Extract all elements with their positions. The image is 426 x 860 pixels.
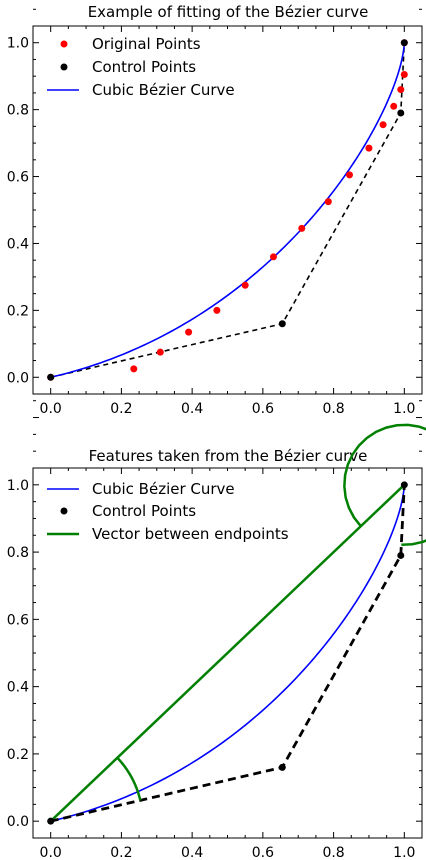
chart-fitting: Example of fitting of the Bézier curve 0… bbox=[7, 3, 423, 417]
bezier-curve bbox=[50, 484, 406, 822]
y-tick-label: 0.6 bbox=[7, 170, 29, 186]
control-point bbox=[278, 763, 286, 771]
control-polygon bbox=[50, 42, 406, 379]
original-point bbox=[185, 328, 193, 336]
x-tick-label: 0.6 bbox=[252, 401, 274, 417]
control-point bbox=[47, 373, 55, 381]
x-tick-label: 0.4 bbox=[181, 845, 203, 860]
original-point bbox=[346, 171, 354, 179]
y-tick-label: 0.8 bbox=[7, 103, 29, 119]
y-tick-label: 0.8 bbox=[7, 545, 29, 561]
control-polygon bbox=[50, 484, 406, 823]
chart-features: Features taken from the Bézier curve 0.0… bbox=[7, 400, 426, 860]
original-point bbox=[400, 71, 408, 79]
original-point bbox=[390, 102, 398, 110]
legend-label-bezier: Cubic Bézier Curve bbox=[92, 480, 235, 498]
legend: Cubic Bézier Curve Control Points Vector… bbox=[47, 480, 289, 543]
control-point bbox=[278, 320, 286, 328]
legend-marker-control bbox=[60, 507, 68, 515]
control-point bbox=[400, 481, 408, 489]
x-tick-label: 0.8 bbox=[322, 401, 344, 417]
bezier-curve bbox=[50, 42, 406, 379]
x-tick-label: 0.2 bbox=[110, 401, 132, 417]
x-tick-label: 0.2 bbox=[110, 845, 132, 860]
ticks: 0.0 0.2 0.4 0.6 0.8 1.0 0.0 0.2 0.4 0.6 0.8 1.0 bbox=[7, 400, 423, 860]
legend-label-vector: Vector between endpoints bbox=[92, 525, 289, 543]
y-tick-label: 0.6 bbox=[7, 612, 29, 628]
chart-title: Example of fitting of the Bézier curve bbox=[88, 3, 369, 21]
control-point bbox=[47, 817, 55, 825]
legend-label-control: Control Points bbox=[92, 502, 196, 520]
legend-label-bezier: Cubic Bézier Curve bbox=[92, 81, 235, 99]
legend: Original Points Control Points Cubic Béz… bbox=[47, 35, 235, 99]
x-tick-label: 0.0 bbox=[40, 845, 62, 860]
original-point bbox=[324, 198, 332, 206]
x-tick-label: 0.8 bbox=[322, 845, 344, 860]
vector-line bbox=[49, 483, 406, 823]
y-tick-label: 0.2 bbox=[7, 747, 29, 763]
original-point bbox=[379, 121, 387, 129]
marks bbox=[47, 39, 408, 381]
original-point bbox=[241, 281, 249, 289]
marks bbox=[47, 423, 426, 825]
original-point bbox=[156, 348, 164, 356]
y-tick-label: 0.4 bbox=[7, 680, 29, 696]
y-tick-label: 0.0 bbox=[7, 814, 29, 830]
x-tick-label: 0.0 bbox=[40, 401, 62, 417]
original-point bbox=[365, 144, 373, 152]
start-angle-arc bbox=[116, 756, 142, 801]
original-point bbox=[298, 224, 306, 232]
end-angle-arc bbox=[343, 423, 426, 546]
original-point bbox=[269, 253, 277, 261]
y-tick-label: 0.0 bbox=[7, 370, 29, 386]
legend-marker-control bbox=[60, 63, 68, 71]
chart-title: Features taken from the Bézier curve bbox=[89, 447, 368, 465]
ticks: 0.0 0.2 0.4 0.6 0.8 1.0 0.0 0.2 0.4 0.6 0.8 1.0 bbox=[7, 8, 423, 417]
original-point bbox=[397, 86, 405, 94]
y-tick-label: 1.0 bbox=[7, 36, 29, 52]
x-tick-label: 0.6 bbox=[252, 845, 274, 860]
y-tick-label: 1.0 bbox=[7, 478, 29, 494]
legend-label-original: Original Points bbox=[92, 35, 201, 53]
control-point bbox=[397, 109, 405, 117]
x-tick-label: 1.0 bbox=[393, 845, 415, 860]
legend-marker-original bbox=[60, 40, 68, 48]
y-tick-label: 0.2 bbox=[7, 303, 29, 319]
y-tick-label: 0.4 bbox=[7, 236, 29, 252]
x-tick-label: 0.4 bbox=[181, 401, 203, 417]
original-point bbox=[213, 306, 221, 314]
x-tick-label: 1.0 bbox=[393, 401, 415, 417]
original-point bbox=[130, 365, 138, 373]
control-point bbox=[400, 39, 408, 47]
control-point bbox=[397, 551, 405, 559]
legend-label-control: Control Points bbox=[92, 58, 196, 76]
